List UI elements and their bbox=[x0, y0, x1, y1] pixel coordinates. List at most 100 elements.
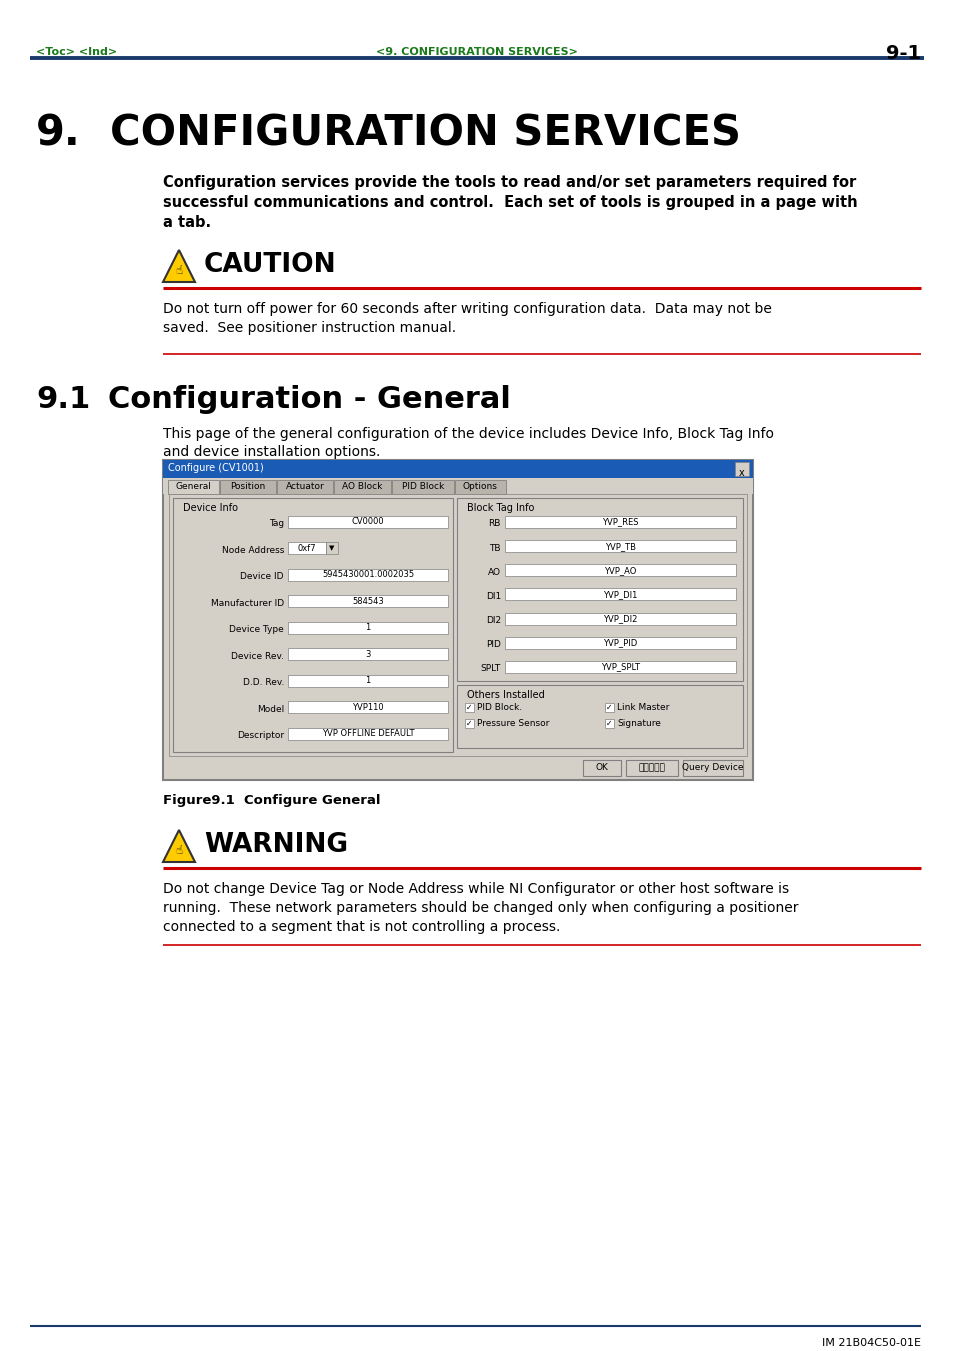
Text: DI1: DI1 bbox=[485, 592, 500, 601]
FancyBboxPatch shape bbox=[456, 499, 742, 681]
Text: YVP_TB: YVP_TB bbox=[604, 542, 636, 551]
FancyBboxPatch shape bbox=[163, 459, 752, 478]
Text: RB: RB bbox=[488, 520, 500, 528]
Text: PID: PID bbox=[486, 640, 500, 648]
FancyBboxPatch shape bbox=[172, 499, 453, 753]
FancyBboxPatch shape bbox=[326, 543, 337, 554]
FancyBboxPatch shape bbox=[582, 761, 620, 775]
Text: 1: 1 bbox=[365, 676, 370, 685]
Text: Device Rev.: Device Rev. bbox=[231, 651, 284, 661]
FancyBboxPatch shape bbox=[392, 480, 454, 494]
Text: Device Type: Device Type bbox=[229, 626, 284, 634]
Text: 9.: 9. bbox=[36, 112, 81, 154]
FancyBboxPatch shape bbox=[604, 719, 614, 728]
FancyBboxPatch shape bbox=[456, 685, 742, 748]
Text: Figure9.1  Configure General: Figure9.1 Configure General bbox=[163, 794, 380, 807]
Text: Do not change Device Tag or Node Address while NI Configurator or other host sof: Do not change Device Tag or Node Address… bbox=[163, 882, 788, 896]
FancyBboxPatch shape bbox=[504, 636, 735, 648]
FancyBboxPatch shape bbox=[219, 480, 275, 494]
Text: ▼: ▼ bbox=[329, 546, 335, 551]
Text: YVP_DI2: YVP_DI2 bbox=[602, 613, 637, 623]
Text: YVP OFFLINE DEFAULT: YVP OFFLINE DEFAULT bbox=[321, 730, 414, 738]
Text: ✓: ✓ bbox=[606, 719, 612, 728]
Text: 5945430001.0002035: 5945430001.0002035 bbox=[321, 570, 414, 580]
Polygon shape bbox=[163, 830, 194, 862]
Text: D.D. Rev.: D.D. Rev. bbox=[242, 678, 284, 688]
Text: 1: 1 bbox=[365, 623, 370, 632]
FancyBboxPatch shape bbox=[163, 478, 752, 494]
Text: YVP_AO: YVP_AO bbox=[603, 566, 636, 574]
Text: 584543: 584543 bbox=[352, 597, 383, 605]
Text: Others Installed: Others Installed bbox=[467, 690, 544, 700]
Text: Configure (CV1001): Configure (CV1001) bbox=[168, 463, 263, 473]
Text: Block Tag Info: Block Tag Info bbox=[467, 503, 534, 513]
Text: Tag: Tag bbox=[269, 520, 284, 528]
Text: CONFIGURATION SERVICES: CONFIGURATION SERVICES bbox=[110, 112, 740, 154]
Text: 3: 3 bbox=[365, 650, 371, 659]
Text: 9.1: 9.1 bbox=[36, 385, 91, 413]
FancyBboxPatch shape bbox=[504, 565, 735, 577]
Text: x: x bbox=[739, 467, 744, 478]
Text: and device installation options.: and device installation options. bbox=[163, 444, 380, 459]
Text: キャンセル: キャンセル bbox=[638, 763, 665, 773]
Text: Position: Position bbox=[230, 482, 265, 490]
Text: ☝: ☝ bbox=[175, 843, 182, 857]
Text: CAUTION: CAUTION bbox=[204, 253, 336, 278]
Text: YVP_SPLT: YVP_SPLT bbox=[600, 662, 639, 671]
Text: Configuration services provide the tools to read and/or set parameters required : Configuration services provide the tools… bbox=[163, 176, 856, 190]
FancyBboxPatch shape bbox=[163, 459, 752, 780]
FancyBboxPatch shape bbox=[455, 480, 505, 494]
FancyBboxPatch shape bbox=[504, 589, 735, 600]
Text: YVP_PID: YVP_PID bbox=[602, 638, 637, 647]
FancyBboxPatch shape bbox=[168, 480, 218, 494]
Text: CV0000: CV0000 bbox=[352, 517, 384, 527]
Text: Model: Model bbox=[256, 705, 284, 713]
Text: Query Device: Query Device bbox=[681, 763, 743, 773]
Text: PID Block: PID Block bbox=[401, 482, 443, 490]
Text: Pressure Sensor: Pressure Sensor bbox=[476, 719, 549, 728]
FancyBboxPatch shape bbox=[288, 543, 326, 554]
FancyBboxPatch shape bbox=[276, 480, 333, 494]
Text: successful communications and control.  Each set of tools is grouped in a page w: successful communications and control. E… bbox=[163, 195, 857, 209]
Text: YVP_DI1: YVP_DI1 bbox=[602, 590, 637, 598]
Text: 0xf7: 0xf7 bbox=[297, 544, 316, 553]
FancyBboxPatch shape bbox=[504, 612, 735, 624]
Text: Options: Options bbox=[462, 482, 497, 490]
FancyBboxPatch shape bbox=[288, 569, 448, 581]
Text: Descriptor: Descriptor bbox=[236, 731, 284, 740]
FancyBboxPatch shape bbox=[464, 703, 474, 712]
Text: Node Address: Node Address bbox=[221, 546, 284, 555]
Text: IM 21B04C50-01E: IM 21B04C50-01E bbox=[821, 1337, 920, 1348]
Text: Actuator: Actuator bbox=[286, 482, 324, 490]
Text: WARNING: WARNING bbox=[204, 832, 348, 858]
Text: a tab.: a tab. bbox=[163, 215, 211, 230]
FancyBboxPatch shape bbox=[504, 661, 735, 673]
FancyBboxPatch shape bbox=[288, 648, 448, 661]
FancyBboxPatch shape bbox=[288, 674, 448, 686]
FancyBboxPatch shape bbox=[464, 719, 474, 728]
FancyBboxPatch shape bbox=[288, 701, 448, 713]
Text: Configuration - General: Configuration - General bbox=[108, 385, 511, 413]
FancyBboxPatch shape bbox=[604, 703, 614, 712]
Text: Manufacturer ID: Manufacturer ID bbox=[211, 598, 284, 608]
Text: 9-1: 9-1 bbox=[885, 45, 920, 63]
FancyBboxPatch shape bbox=[169, 494, 746, 757]
FancyBboxPatch shape bbox=[504, 540, 735, 553]
Text: TB: TB bbox=[489, 543, 500, 553]
Polygon shape bbox=[163, 250, 194, 282]
Text: <9. CONFIGURATION SERVICES>: <9. CONFIGURATION SERVICES> bbox=[375, 47, 578, 57]
Text: DI2: DI2 bbox=[485, 616, 500, 626]
Text: Do not turn off power for 60 seconds after writing configuration data.  Data may: Do not turn off power for 60 seconds aft… bbox=[163, 303, 771, 316]
Text: Signature: Signature bbox=[617, 719, 660, 728]
FancyBboxPatch shape bbox=[335, 480, 391, 494]
FancyBboxPatch shape bbox=[682, 761, 742, 775]
FancyBboxPatch shape bbox=[288, 596, 448, 608]
Text: AO Block: AO Block bbox=[342, 482, 382, 490]
Text: OK: OK bbox=[595, 763, 608, 773]
Text: saved.  See positioner instruction manual.: saved. See positioner instruction manual… bbox=[163, 322, 456, 335]
FancyBboxPatch shape bbox=[288, 621, 448, 634]
FancyBboxPatch shape bbox=[625, 761, 678, 775]
Text: This page of the general configuration of the device includes Device Info, Block: This page of the general configuration o… bbox=[163, 427, 773, 440]
FancyBboxPatch shape bbox=[288, 516, 448, 528]
Text: AO: AO bbox=[488, 567, 500, 577]
